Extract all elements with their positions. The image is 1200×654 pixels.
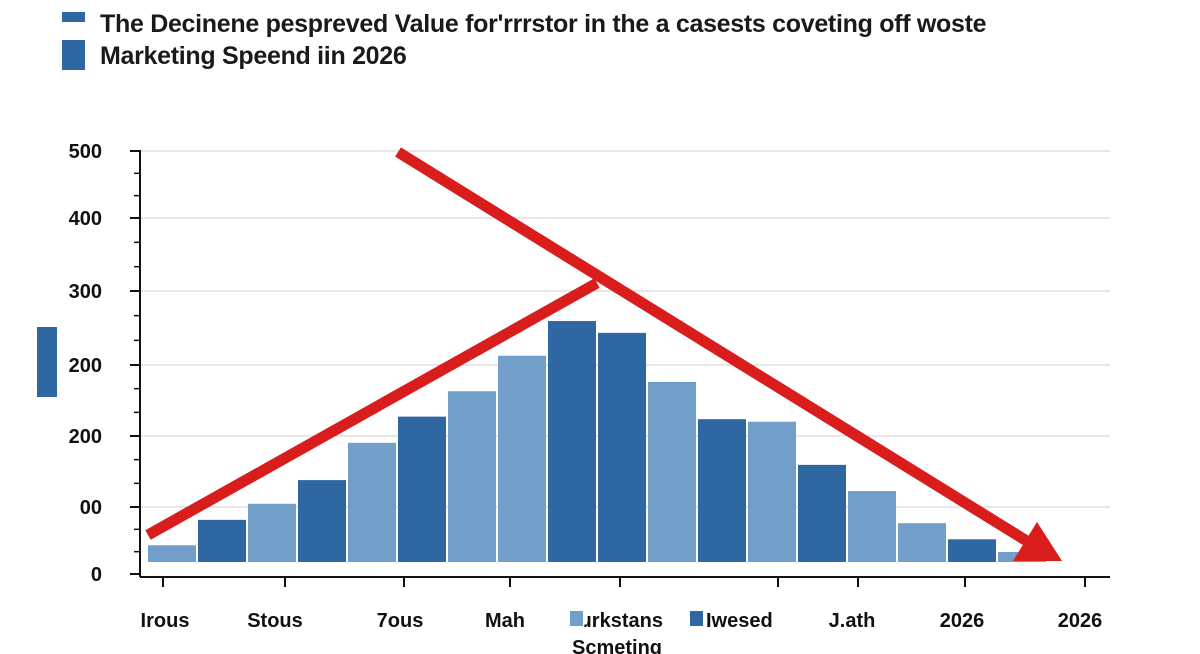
bar [248, 503, 296, 562]
x-tick-label: 7ous [377, 610, 424, 632]
x-tick-label: Mah [485, 610, 525, 632]
chart-title: The Decinene pespreved Value for'rrrstor… [100, 10, 987, 38]
legend-swatch-dark [690, 611, 703, 626]
trend-arrowhead [1013, 522, 1062, 561]
legend-label-light: ɹrkstans [584, 610, 663, 632]
falling-trend-line [395, 147, 1033, 548]
bar [798, 464, 846, 562]
x-tick-label: 2026 [1058, 610, 1103, 632]
bar [198, 519, 246, 562]
bar [898, 523, 946, 562]
bar [948, 539, 996, 562]
bar [548, 321, 596, 562]
bar [848, 491, 896, 562]
bar [348, 442, 396, 562]
axis-marker [37, 327, 57, 397]
chart-subtitle: Marketing Speend iin 2026 [100, 42, 407, 70]
y-tick-label: 300 [69, 281, 102, 303]
y-tick-label: 0 [91, 564, 102, 586]
x-tick-label: Irous [141, 610, 190, 632]
bar [698, 419, 746, 562]
y-tick-label: 200 [69, 355, 102, 377]
y-tick-label: 500 [69, 141, 102, 163]
bar [498, 355, 546, 562]
x-tick-label: J.ath [829, 610, 876, 632]
bar [398, 416, 446, 562]
bar [148, 545, 196, 562]
x-tick-label: 2026 [940, 610, 985, 632]
bar [448, 391, 496, 562]
title-marker-top [62, 12, 85, 22]
x-axis-label: Scmeting [572, 637, 662, 654]
bar [598, 332, 646, 562]
x-tick-label: Stous [247, 610, 303, 632]
y-tick-label: 400 [69, 208, 102, 230]
rising-trend-line [145, 278, 600, 540]
bar [648, 381, 696, 562]
bar [748, 421, 796, 562]
y-tick-label: 200 [69, 426, 102, 448]
legend-swatch-light [570, 611, 583, 626]
y-tick-label: 00 [80, 497, 102, 519]
bar [298, 480, 346, 562]
title-marker-bottom [62, 40, 85, 70]
legend-label-dark: Iwesed [706, 610, 773, 632]
